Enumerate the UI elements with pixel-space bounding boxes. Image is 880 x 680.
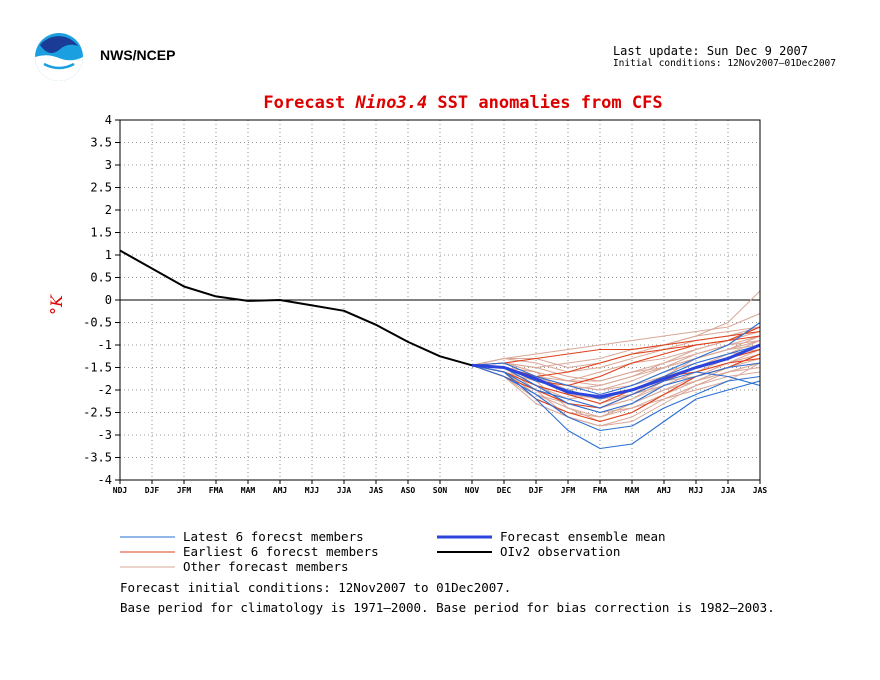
- x-tick-label: DJF: [529, 486, 544, 495]
- chart-title: Forecast Nino3.4 SST anomalies from CFS: [263, 93, 662, 113]
- y-tick-label: 2.5: [90, 181, 112, 195]
- noaa-logo: [35, 33, 83, 81]
- latest-member-line: [471, 364, 761, 432]
- plot-frame: [119, 119, 761, 481]
- x-tick-labels: NDJ DJF JFM FMA MAM AMJ MJJ JJA JAS ASO SON NOV DEC D…: [113, 486, 768, 495]
- y-tick-label: -3.5: [83, 451, 112, 465]
- update-info: Last update: Sun Dec 9 2007 Initial cond…: [613, 44, 836, 69]
- latest-member-line: [471, 364, 761, 409]
- observation-line: [119, 249, 473, 367]
- ensemble-mean-series: [471, 343, 761, 399]
- chart-title-part-1: Forecast: [263, 93, 355, 113]
- x-tick-label: DJF: [145, 486, 160, 495]
- y-tick-label: 3.5: [90, 136, 112, 150]
- y-tick-label: -1.5: [83, 361, 112, 375]
- earliest-member-line: [471, 330, 761, 366]
- footer-base-period: Base period for climatology is 1971–2000…: [120, 600, 775, 615]
- ensemble-mean-line: [471, 343, 761, 399]
- earliest-member-line: [471, 357, 761, 405]
- x-tick-label: JFM: [177, 486, 192, 495]
- grid-lines: [115, 119, 761, 484]
- latest-member-line: [471, 322, 761, 396]
- x-tick-label: MAM: [241, 486, 256, 495]
- y-tick-label: 0.5: [90, 271, 112, 285]
- x-tick-label: NOV: [465, 486, 480, 495]
- y-tick-label: 1.5: [90, 226, 112, 240]
- x-tick-label: JAS: [369, 486, 384, 495]
- x-tick-label: JJA: [721, 486, 736, 495]
- x-tick-label: FMA: [209, 486, 224, 495]
- last-update-text: Last update: Sun Dec 9 2007: [612, 44, 809, 58]
- x-tick-label: SON: [433, 486, 448, 495]
- y-tick-label: -4: [98, 473, 112, 487]
- y-tick-labels: 4 3.5 3 2.5 2 1.5 1 0.5 0 -0.5 -1 -1.5 -2 -2.5 -3 -3.5 -…: [83, 113, 112, 487]
- legend-label-latest: Latest 6 forecst members: [183, 529, 364, 544]
- legend-label-mean: Forecast ensemble mean: [500, 529, 666, 544]
- chart-title-part-2: Nino3.4: [355, 93, 428, 113]
- latest-member-line: [471, 362, 761, 414]
- x-tick-label: ASO: [401, 486, 416, 495]
- y-tick-label: -2: [98, 383, 112, 397]
- x-tick-label: MJJ: [305, 486, 319, 495]
- x-tick-label: MAM: [625, 486, 640, 495]
- legend-label-other: Other forecast members: [183, 559, 349, 574]
- x-tick-label: JAS: [753, 486, 768, 495]
- x-tick-label: JFM: [561, 486, 576, 495]
- chart-title-part-3: SST anomalies from CFS: [427, 93, 662, 113]
- x-tick-label: DEC: [497, 486, 512, 495]
- y-tick-label: 3: [105, 158, 112, 172]
- x-tick-label: FMA: [593, 486, 608, 495]
- organization-label: NWS/NCEP: [100, 47, 176, 63]
- y-tick-label: -1: [98, 338, 112, 352]
- x-tick-label: MJJ: [689, 486, 703, 495]
- y-tick-label: -0.5: [83, 316, 112, 330]
- observation-series: [119, 249, 473, 367]
- x-tick-label: NDJ: [113, 486, 127, 495]
- x-tick-label: AMJ: [657, 486, 671, 495]
- other-member-line: [471, 362, 761, 427]
- other-member-line: [471, 364, 761, 418]
- x-tick-label: AMJ: [273, 486, 287, 495]
- x-tick-label: JJA: [337, 486, 352, 495]
- y-tick-label: 1: [105, 248, 112, 262]
- y-axis-label: °K: [47, 294, 66, 315]
- y-tick-label: 0: [105, 293, 112, 307]
- legend-label-obs: OIv2 observation: [500, 544, 620, 559]
- initial-conditions-text: Initial conditions: 12Nov2007–01Dec2007: [612, 58, 836, 69]
- y-tick-label: 2: [105, 203, 112, 217]
- footer-initial-conditions: Forecast initial conditions: 12Nov2007 t…: [120, 580, 512, 595]
- y-tick-label: 4: [105, 113, 112, 127]
- other-member-line: [471, 290, 761, 368]
- y-tick-label: -3: [98, 428, 112, 442]
- legend-label-earliest: Earliest 6 forecst members: [183, 544, 379, 559]
- y-tick-label: -2.5: [83, 406, 112, 420]
